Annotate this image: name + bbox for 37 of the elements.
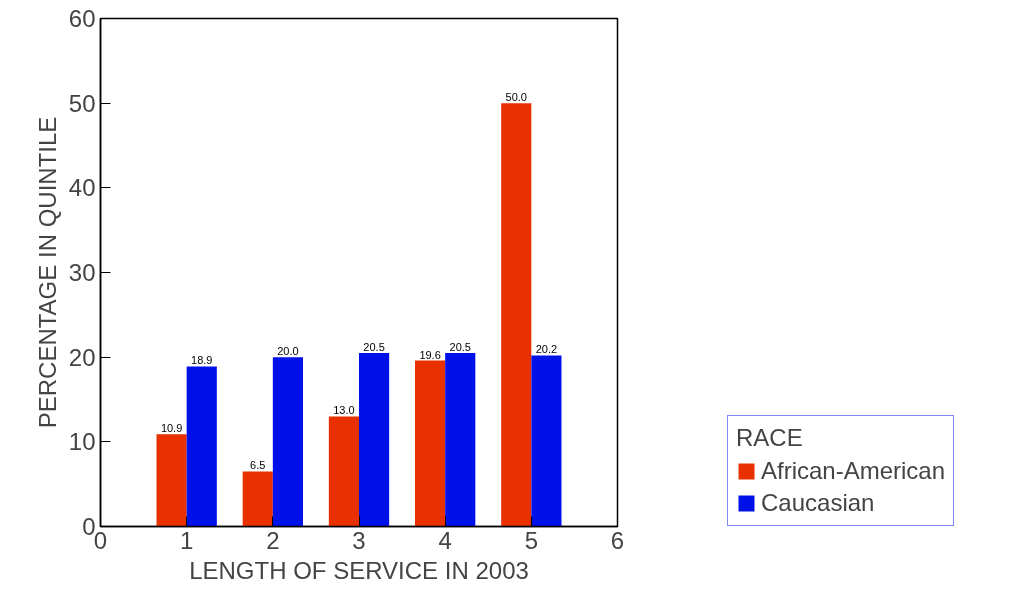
bar xyxy=(328,416,359,527)
bar xyxy=(445,352,476,527)
y-tick-label: 10 xyxy=(68,428,96,456)
data-label: 10.9 xyxy=(160,422,183,435)
data-label: 19.6 xyxy=(419,348,441,361)
x-tick-label: 1 xyxy=(179,526,194,554)
x-tick-label: 4 xyxy=(438,526,452,554)
x-axis-title: LENGTH OF SERVICE IN 2003 xyxy=(189,556,529,584)
y-tick-label: 40 xyxy=(68,174,96,202)
data-label: 20.2 xyxy=(535,343,558,356)
data-label: 20.5 xyxy=(449,340,471,353)
y-tick-label: 20 xyxy=(68,343,96,371)
x-tick-label: 3 xyxy=(352,526,366,554)
legend-label: Caucasian xyxy=(761,489,875,517)
legend-label: African-American xyxy=(761,457,946,485)
y-tick-label: 50 xyxy=(68,89,96,117)
x-tick-label: 5 xyxy=(524,526,539,554)
y-axis-title: PERCENTAGE IN QUINTILE xyxy=(33,116,61,429)
data-label: 20.0 xyxy=(277,345,299,358)
y-tick-label: 30 xyxy=(68,259,96,286)
data-label: 13.0 xyxy=(333,404,355,417)
bar xyxy=(272,357,303,527)
data-label: 20.5 xyxy=(363,340,385,353)
y-tick-label: 60 xyxy=(68,5,96,32)
bar xyxy=(415,360,446,527)
data-label: 6.5 xyxy=(250,459,266,472)
data-label: 18.9 xyxy=(191,354,213,367)
data-label: 50.0 xyxy=(505,91,527,104)
bar xyxy=(531,355,562,527)
bar xyxy=(242,471,273,527)
x-tick-label: 2 xyxy=(266,526,280,554)
bar xyxy=(156,434,187,527)
bar xyxy=(501,103,532,527)
bar xyxy=(186,366,217,527)
legend-title: RACE xyxy=(736,424,804,452)
x-tick-label: 6 xyxy=(610,526,625,554)
bar xyxy=(359,352,390,527)
